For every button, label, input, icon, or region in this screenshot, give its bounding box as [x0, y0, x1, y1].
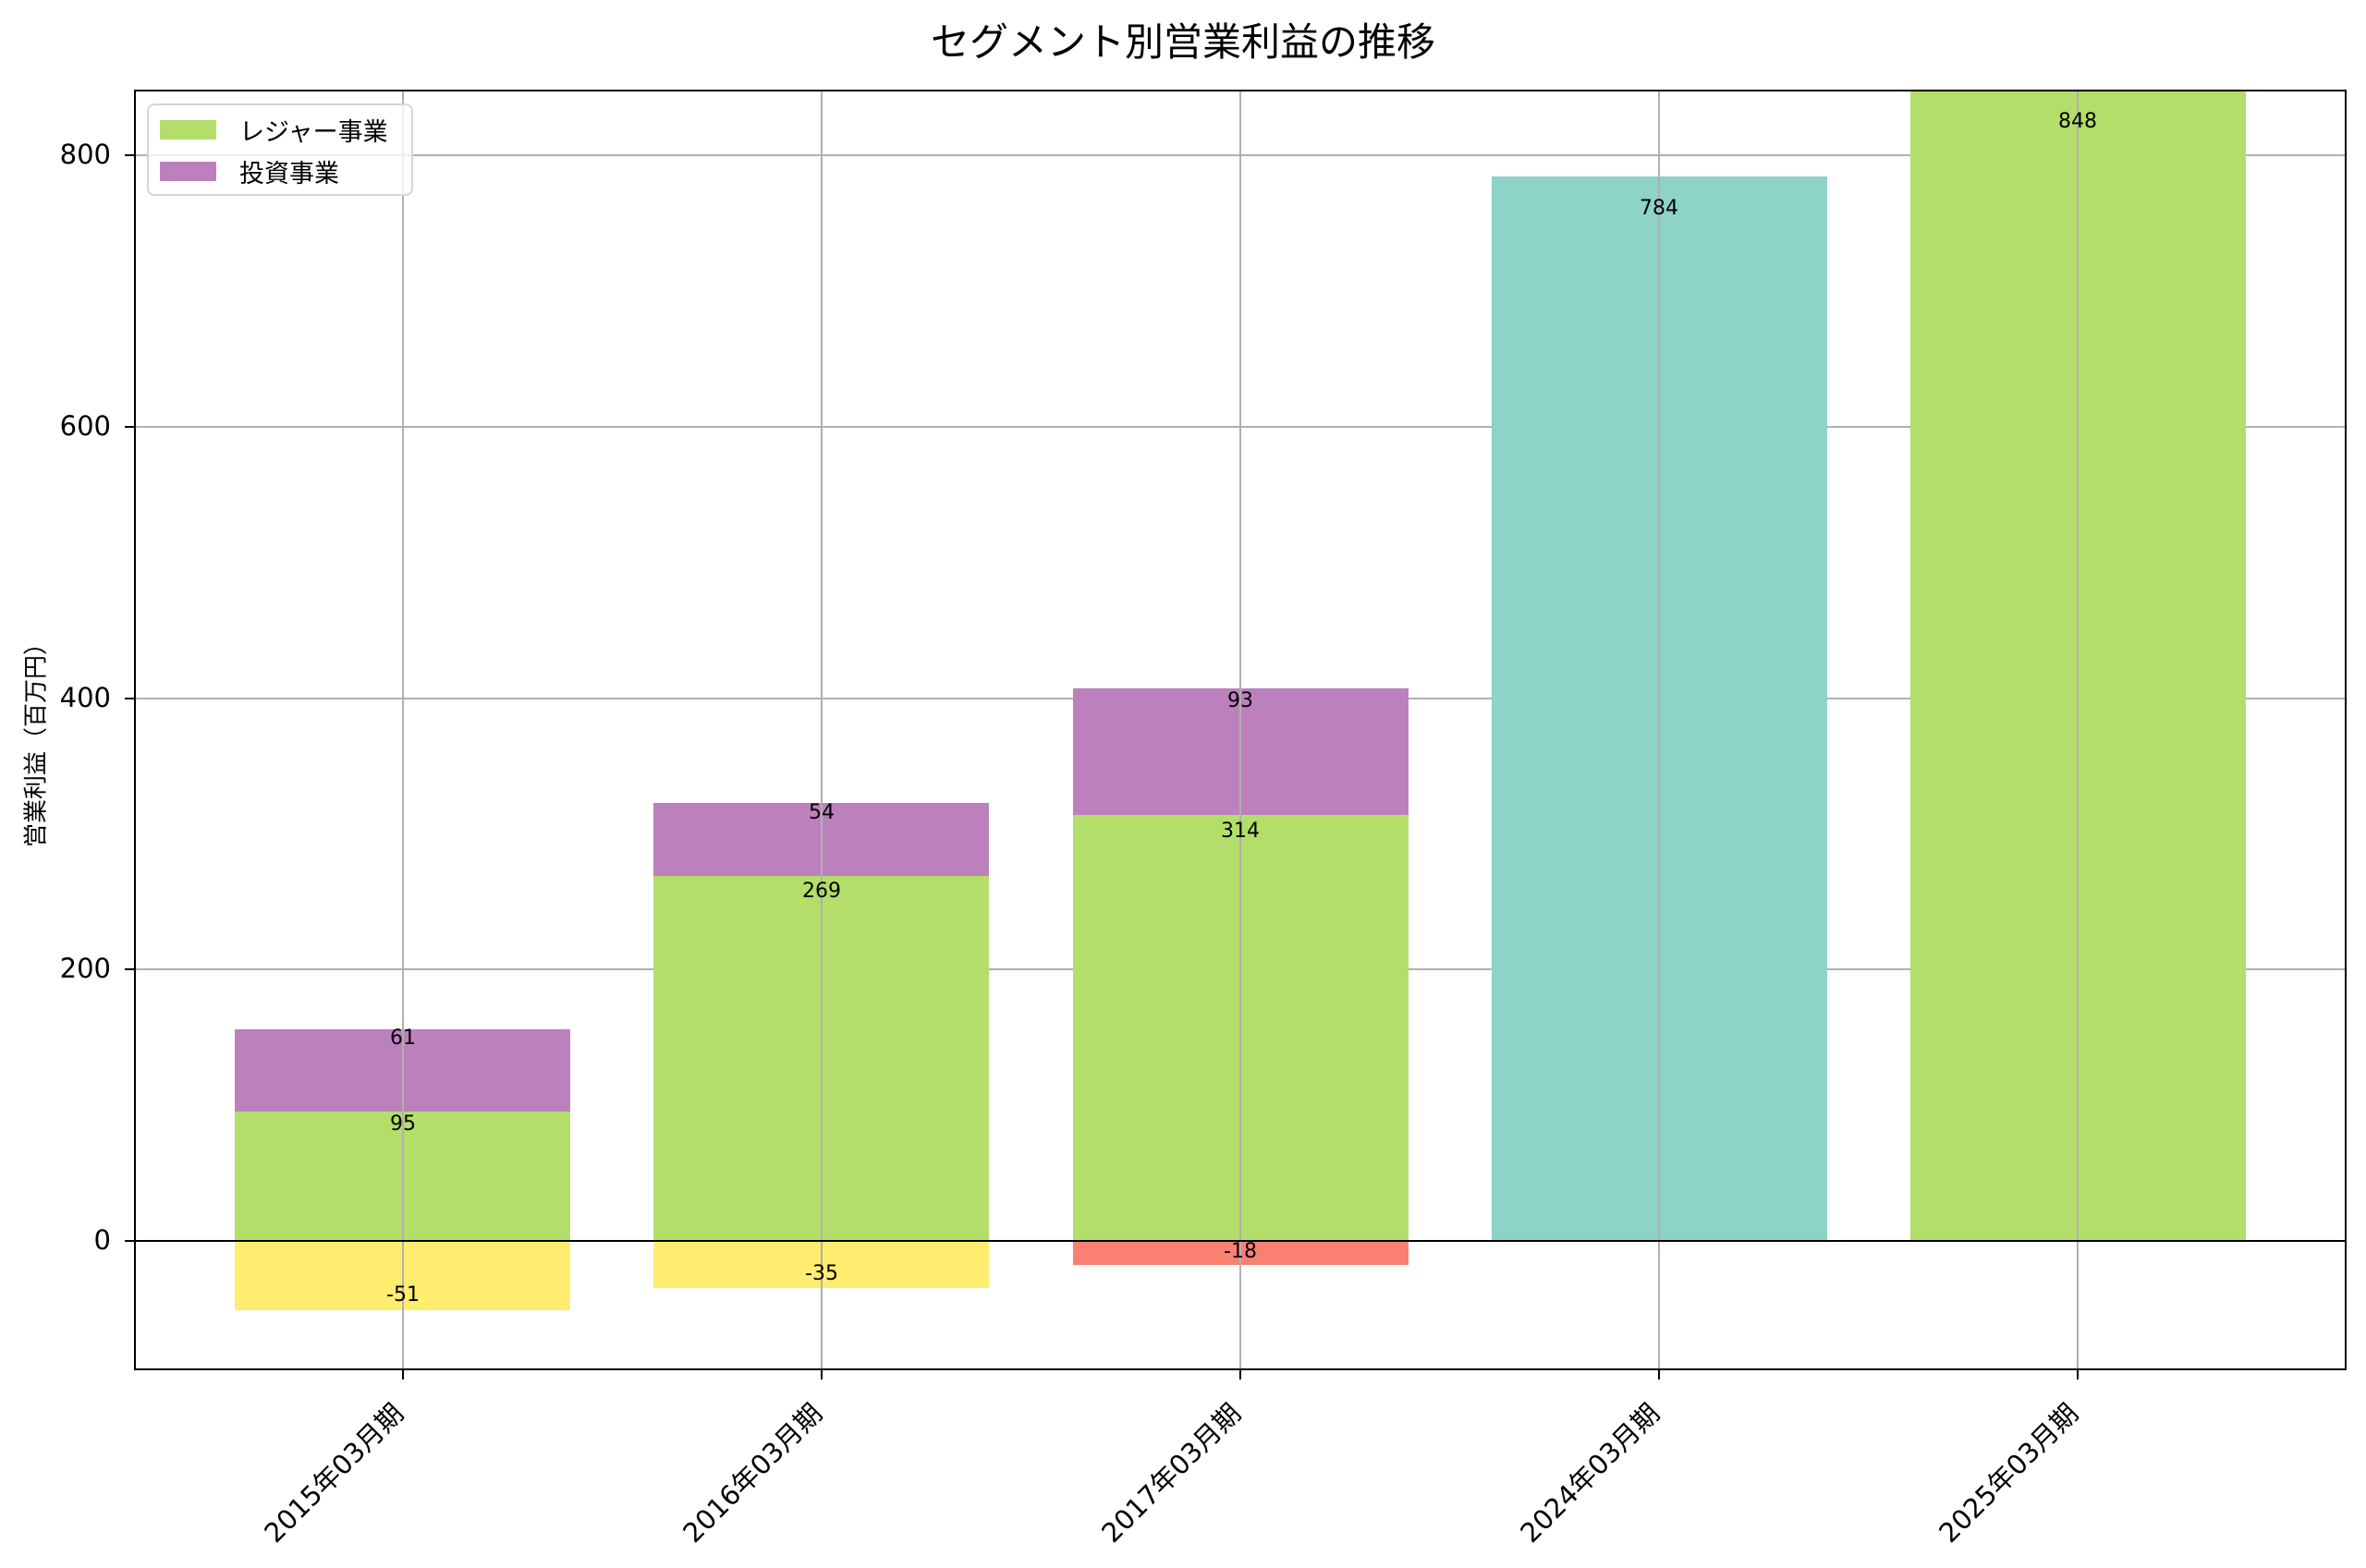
y-axis-label: 営業利益（百万円）: [22, 630, 51, 848]
legend-label-investment: 投資事業: [239, 159, 339, 188]
xtick-label-2025: 2025年03月期: [1933, 1397, 2085, 1550]
xtick-label-2024: 2024年03月期: [1514, 1397, 1666, 1550]
gridline-x-2016: [821, 90, 823, 1370]
bar-label-2015-investment: 61: [390, 1027, 416, 1050]
ytick-200: [125, 968, 134, 970]
bar-label-2015-negative: -51: [386, 1283, 420, 1307]
plot-area: [134, 90, 2347, 1370]
xtick-label-2015: 2015年03月期: [258, 1397, 410, 1550]
ytick-400: [125, 698, 134, 699]
ytick-0: [125, 1240, 134, 1242]
bar-label-2025-leisure: 848: [2058, 110, 2097, 133]
zero-baseline: [134, 1240, 2347, 1242]
gridline-x-2025: [2077, 90, 2079, 1370]
bar-label-2017-negative: -18: [1224, 1240, 1257, 1263]
ytick-800: [125, 154, 134, 156]
legend-item-investment: 投資事業: [160, 159, 339, 188]
xtick-2015: [402, 1370, 404, 1380]
bar-label-2024-teal: 784: [1640, 197, 1678, 220]
ytick-label-600: 600: [59, 410, 111, 442]
gridline-x-2017: [1239, 90, 1241, 1370]
ytick-label-0: 0: [93, 1224, 111, 1256]
bar-label-2015-leisure: 95: [390, 1112, 416, 1136]
gridline-x-2015: [402, 90, 404, 1370]
bar-label-2017-leisure: 314: [1221, 820, 1260, 843]
bar-label-2017-investment: 93: [1227, 689, 1253, 712]
legend-item-leisure: レジャー事業: [160, 117, 388, 147]
xtick-label-2017: 2017年03月期: [1095, 1397, 1248, 1550]
bar-label-2016-leisure: 269: [802, 880, 841, 903]
chart-title: セグメント別営業利益の推移: [930, 19, 1435, 65]
ytick-label-800: 800: [59, 139, 111, 170]
legend-swatch-leisure: [160, 119, 216, 140]
xtick-2024: [1658, 1370, 1660, 1380]
xtick-2017: [1239, 1370, 1241, 1380]
bar-label-2016-investment: 54: [809, 801, 835, 824]
bar-label-2016-negative: -35: [805, 1262, 838, 1285]
ytick-600: [125, 426, 134, 428]
legend: レジャー事業 投資事業: [147, 103, 413, 196]
ytick-label-200: 200: [59, 953, 111, 984]
legend-label-leisure: レジャー事業: [239, 117, 388, 147]
xtick-label-2016: 2016年03月期: [677, 1397, 829, 1550]
gridline-x-2024: [1658, 90, 1660, 1370]
xtick-2016: [821, 1370, 823, 1380]
legend-swatch-investment: [160, 161, 216, 181]
ytick-label-400: 400: [59, 682, 111, 713]
xtick-2025: [2077, 1370, 2079, 1380]
